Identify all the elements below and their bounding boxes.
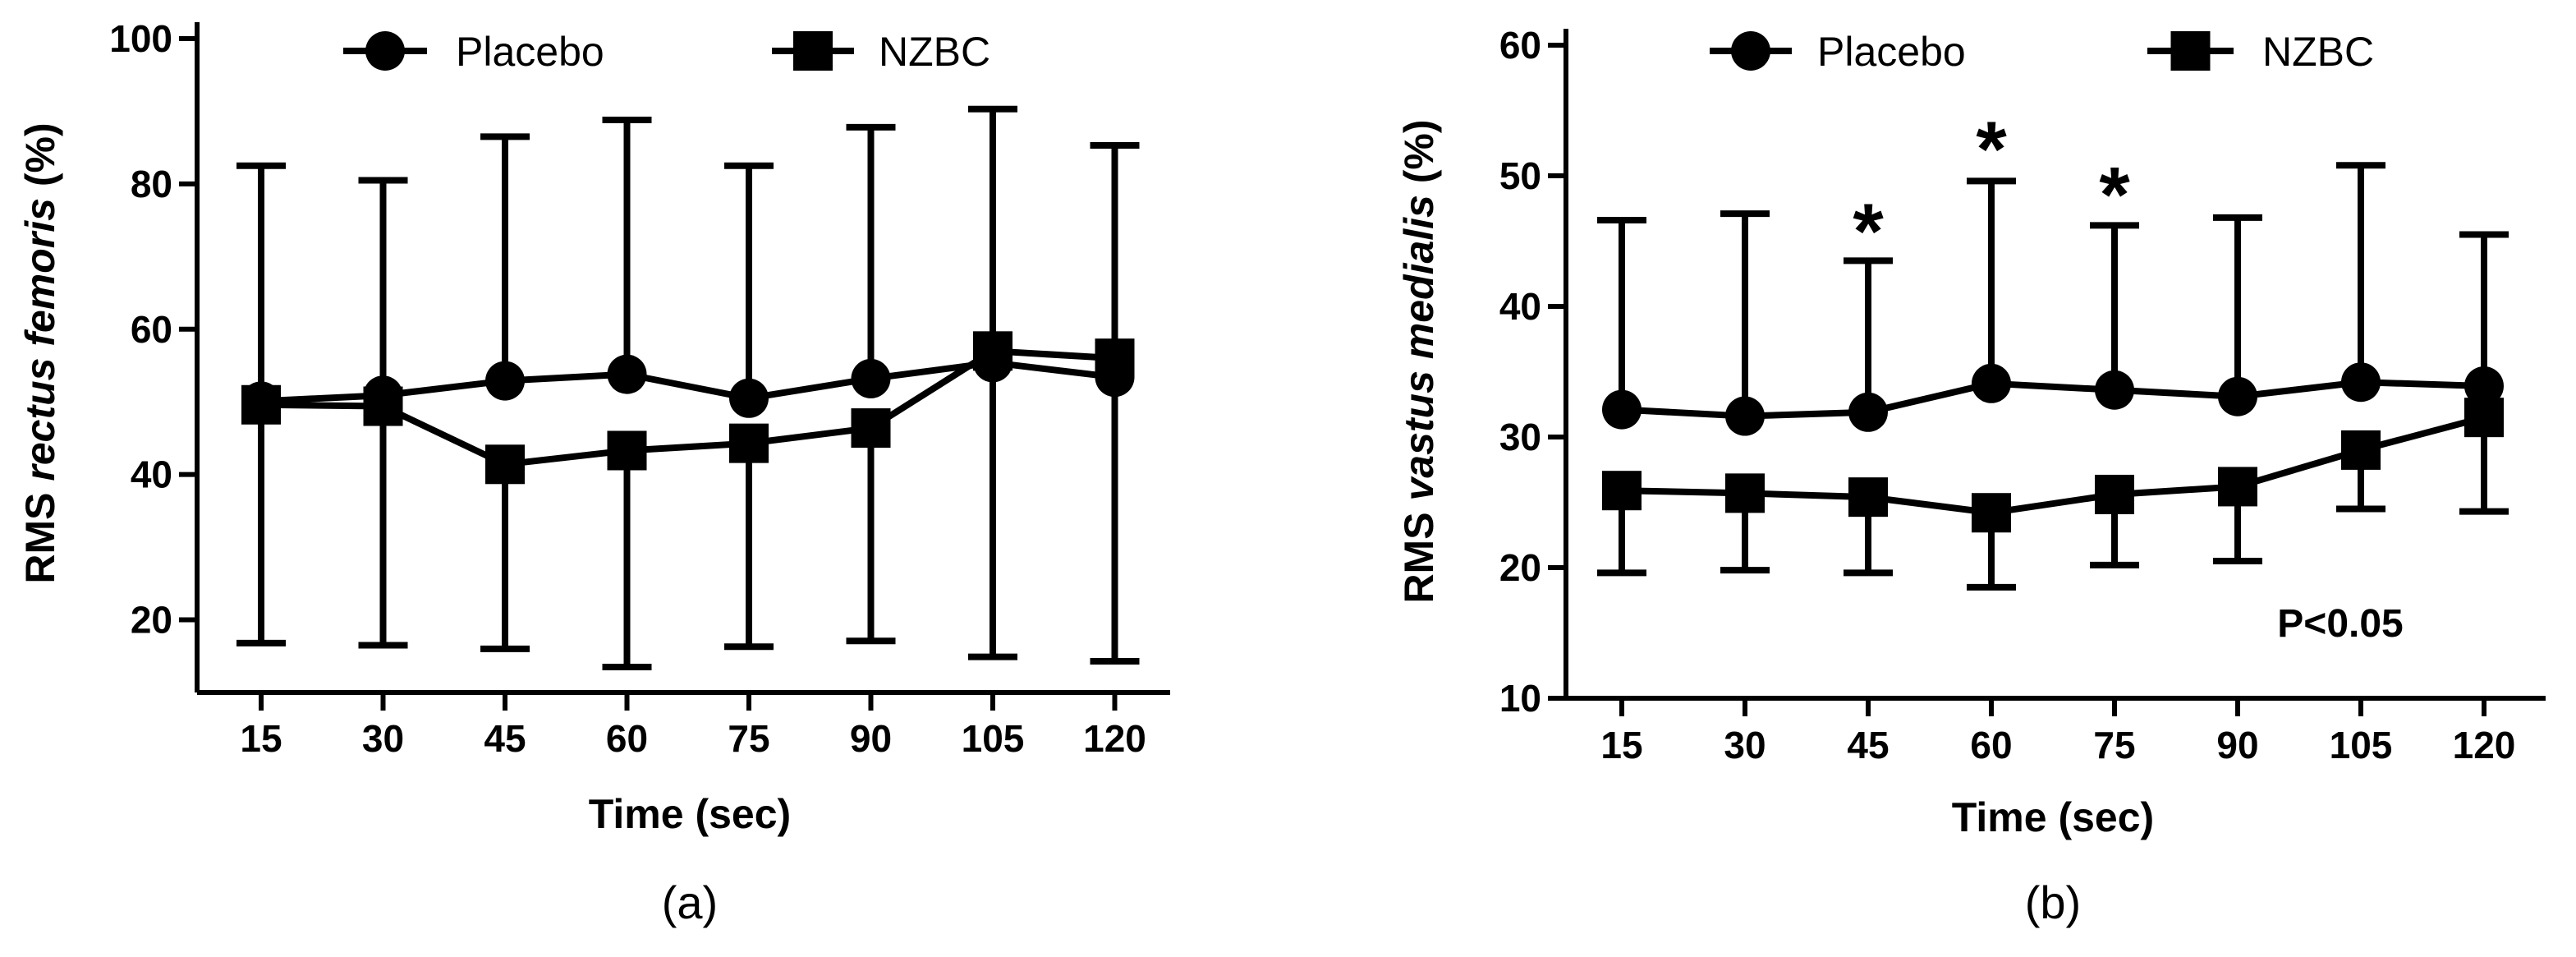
data-point-nzbc <box>2218 467 2257 507</box>
data-point-placebo <box>2464 366 2504 406</box>
significance-star: * <box>2099 151 2130 239</box>
data-point-nzbc <box>1725 473 1765 513</box>
y-axis-title-prefix: RMS <box>1396 501 1442 604</box>
panel-caption: (a) <box>662 876 718 928</box>
x-tick-label: 90 <box>850 717 892 760</box>
legend-label: Placebo <box>1817 29 1966 75</box>
data-point-nzbc <box>363 386 403 426</box>
legend-marker-square <box>2170 31 2211 71</box>
data-point-nzbc <box>1972 493 2011 533</box>
data-point-placebo <box>2095 370 2134 410</box>
data-point-placebo <box>607 354 647 394</box>
series-line-nzbc <box>260 347 1115 468</box>
x-tick-label: 60 <box>1970 724 2012 766</box>
y-axis-title-muscle: vastus medialis <box>1396 195 1442 500</box>
legend-marker-square <box>793 31 833 71</box>
data-point-nzbc <box>485 444 525 485</box>
panel-caption: (b) <box>2025 876 2081 928</box>
x-tick-label: 75 <box>2093 724 2135 766</box>
data-point-placebo <box>485 361 525 401</box>
y-tick-label: 40 <box>131 453 172 496</box>
x-tick-label: 105 <box>962 717 1025 760</box>
data-point-nzbc <box>851 408 891 449</box>
series-line-placebo <box>1621 379 2485 420</box>
data-point-nzbc <box>607 430 647 471</box>
y-tick-label: 60 <box>1499 24 1541 67</box>
y-axis-title-prefix: RMS <box>17 481 63 584</box>
data-point-placebo <box>2218 376 2257 416</box>
data-point-placebo <box>729 378 769 418</box>
legend-label: NZBC <box>879 29 990 75</box>
x-tick-label: 15 <box>1600 724 1642 766</box>
data-point-nzbc <box>1095 338 1135 379</box>
data-point-placebo <box>1725 396 1765 436</box>
data-point-placebo <box>851 358 891 398</box>
y-tick-label: 100 <box>109 17 172 60</box>
data-point-placebo <box>2341 362 2381 403</box>
legend-label: NZBC <box>2262 29 2374 75</box>
data-point-placebo <box>1848 392 1888 432</box>
data-point-nzbc <box>2095 474 2134 514</box>
x-tick-label: 15 <box>240 717 282 760</box>
chart-panel-a: 20 40 60 80 100 15 30 45 60 75 90 105 120 Time (sec) R… <box>17 17 1170 928</box>
data-point-placebo <box>1602 389 1642 430</box>
y-axis-title-unit: (%) <box>17 122 63 198</box>
x-tick-label: 75 <box>728 717 769 760</box>
y-tick-label: 30 <box>1499 416 1541 458</box>
data-point-nzbc <box>973 331 1012 371</box>
data-point-nzbc <box>1602 471 1642 511</box>
y-tick-label: 10 <box>1499 677 1541 720</box>
data-point-nzbc <box>241 384 281 425</box>
x-axis-title: Time (sec) <box>589 791 791 837</box>
y-tick-label: 50 <box>1499 154 1541 197</box>
x-tick-label: 120 <box>2453 724 2516 766</box>
y-tick-label: 20 <box>1499 546 1541 589</box>
data-point-nzbc <box>2341 430 2381 470</box>
x-tick-label: 45 <box>484 717 526 760</box>
x-tick-label: 30 <box>362 717 404 760</box>
y-axis-title-muscle: rectus femoris <box>17 198 63 481</box>
legend-marker-circle <box>365 31 405 71</box>
x-tick-label: 30 <box>1724 724 1766 766</box>
legend-marker-circle <box>1731 31 1770 71</box>
y-tick-label: 80 <box>131 163 172 205</box>
y-tick-label: 40 <box>1499 285 1541 328</box>
data-point-nzbc <box>729 423 769 463</box>
x-tick-label: 45 <box>1847 724 1889 766</box>
data-point-nzbc <box>1848 477 1888 518</box>
y-tick-label: 60 <box>131 308 172 351</box>
x-tick-label: 60 <box>606 717 648 760</box>
data-point-nzbc <box>2464 398 2504 438</box>
y-tick-label: 20 <box>131 599 172 642</box>
legend-label: Placebo <box>456 29 604 75</box>
significance-star: * <box>1976 105 2007 193</box>
y-axis-title-unit: (%) <box>1396 119 1442 195</box>
p-value-label: P<0.05 <box>2277 602 2403 646</box>
y-axis-title: RMS rectus femoris (%) <box>17 122 63 583</box>
y-axis-title: RMS vastus medialis (%) <box>1396 119 1442 603</box>
x-tick-label: 105 <box>2330 724 2393 766</box>
significance-star: * <box>1853 187 1884 275</box>
data-point-placebo <box>1972 363 2011 403</box>
series-line-nzbc <box>1621 414 2486 517</box>
x-axis-title: Time (sec) <box>1952 794 2154 840</box>
chart-panel-b: 10 20 30 40 50 60 15 30 45 60 75 90 105 120 Time (sec)… <box>1396 24 2546 928</box>
x-tick-label: 120 <box>1083 717 1146 760</box>
x-tick-label: 90 <box>2216 724 2258 766</box>
